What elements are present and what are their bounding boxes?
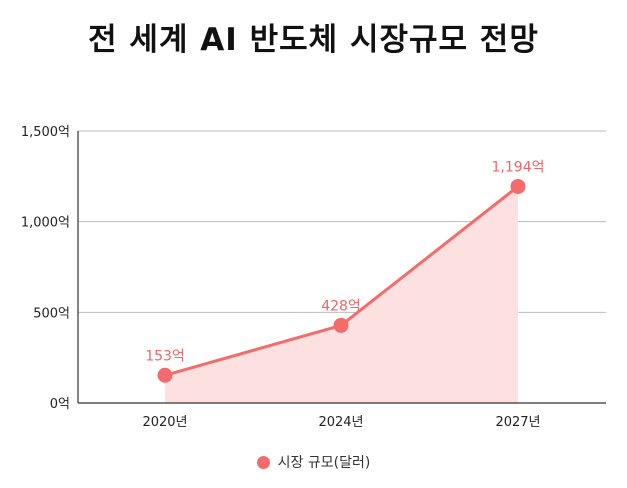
chart-title: 전 세계 AI 반도체 시장규모 전망 (88, 22, 539, 58)
x-tick-label: 2024년 (318, 415, 363, 430)
x-tick-label: 2020년 (142, 415, 187, 430)
x-tick-label: 2027년 (495, 415, 540, 430)
data-label: 428억 (321, 298, 361, 314)
data-label: 153억 (145, 348, 185, 364)
legend: 시장 규모(달러) (0, 452, 627, 472)
data-point (333, 317, 349, 333)
data-point (510, 178, 526, 194)
legend-marker (256, 455, 270, 469)
y-tick-label: 0억 (50, 397, 70, 412)
y-tick-label: 1,500억 (21, 125, 70, 140)
y-tick-label: 500억 (33, 306, 70, 321)
y-tick-label: 1,000억 (21, 216, 70, 231)
data-point (157, 367, 173, 383)
legend-label: 시장 규모(달러) (277, 455, 371, 471)
area-fill (165, 186, 518, 403)
data-label: 1,194억 (492, 159, 545, 175)
